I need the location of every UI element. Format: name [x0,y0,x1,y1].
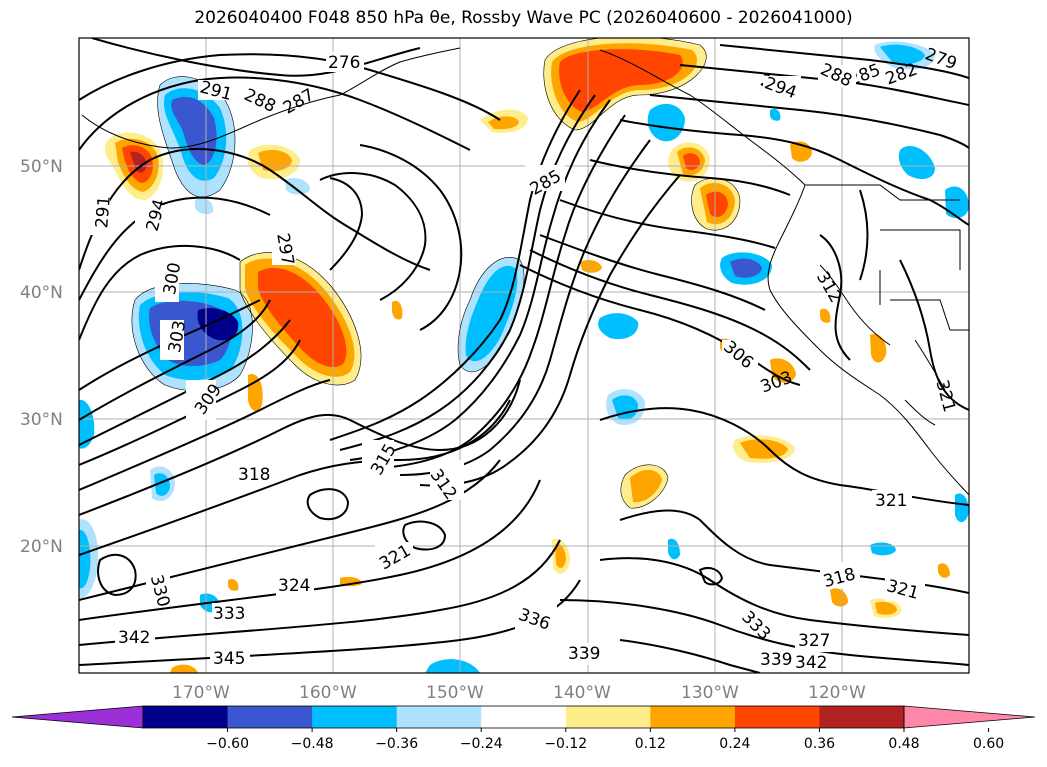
colorbar-bin [227,706,313,728]
contour-labels: 291 294 291 288 287 276 279 282 285 288 … [88,44,959,673]
colorbar-extend-min [11,705,144,729]
lon-label-160w: 160°W [299,683,357,703]
colorbar-tick-label: −0.60 [206,736,249,752]
map-gridlines [79,38,969,673]
contour-label: 342 [118,628,150,648]
longitude-labels: 170°W 160°W 150°W 140°W 130°W 120°W [172,683,866,703]
contour-label: 339 [760,650,792,670]
colorbar-bin [734,706,820,728]
latitude-labels: 50°N 40°N 30°N 20°N [20,157,63,557]
contour-label: 333 [213,604,245,624]
lat-label-50n: 50°N [20,157,63,177]
colorbar-bin [396,706,482,728]
contour-label: 321 [875,491,907,511]
contour-label: 318 [238,465,270,485]
map-frame [78,37,970,674]
colorbar-tick-label: −0.36 [375,736,418,752]
colorbar-tick-label: 0.12 [635,736,666,752]
colorbar-tick-label: 0.60 [973,736,1004,752]
colorbar-bin [819,706,905,728]
colorbar-bin [481,706,567,728]
lon-label-170w: 170°W [172,683,230,703]
lon-label-150w: 150°W [426,683,484,703]
colorbar-tick-label: −0.48 [291,736,334,752]
contour-label: 276 [328,53,360,73]
colorbar-tick-label: 0.24 [719,736,750,752]
lon-label-130w: 130°W [681,683,739,703]
colorbar-frame [142,705,905,729]
lon-label-140w: 140°W [553,683,611,703]
lat-label-20n: 20°N [20,537,63,557]
colorbar-bin [143,706,229,728]
lat-label-30n: 30°N [20,410,63,430]
contour-label: 345 [213,649,245,669]
colorbar-bin [565,706,651,728]
colorbar-bin [312,706,398,728]
contour-label: 324 [278,576,310,596]
colorbar-bin [650,706,736,728]
colorbar-extend-max [903,705,1036,729]
lat-label-40n: 40°N [20,283,63,303]
colorbar-tick-label: 0.36 [804,736,835,752]
contour-label: 327 [798,631,830,651]
contour-label: 291 [92,195,115,229]
colorbar-tick-label: −0.24 [460,736,503,752]
colorbar: −0.60 −0.48 −0.36 −0.24 −0.12 0.12 0.24 0.36 0.4… [11,705,1036,752]
colorbar-tick-label: 0.48 [888,736,919,752]
colorbar-tick-label: −0.12 [544,736,587,752]
map-title: 2026040400 F048 850 hPa θe, Rossby Wave … [194,8,853,28]
contour-label: 339 [568,644,600,664]
theta-e-contours [79,38,969,673]
lon-label-120w: 120°W [808,683,866,703]
contour-label: 342 [795,653,827,673]
